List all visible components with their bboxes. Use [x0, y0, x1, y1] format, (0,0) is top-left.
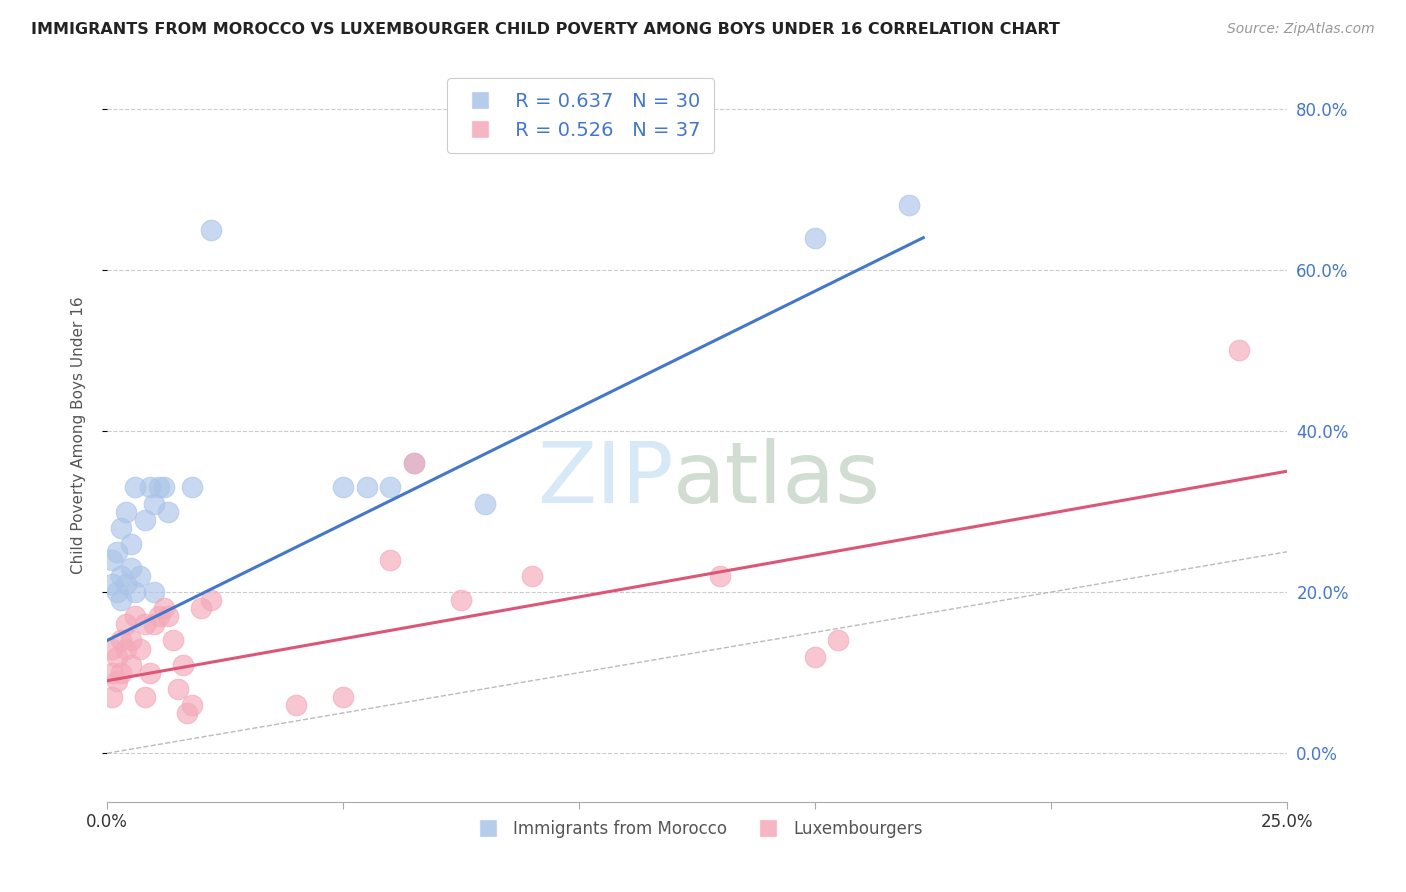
- Point: [124, 609, 146, 624]
- Point: [284, 698, 307, 712]
- Point: [143, 617, 166, 632]
- Point: [181, 480, 204, 494]
- Point: [138, 665, 160, 680]
- Text: atlas: atlas: [673, 438, 882, 521]
- Point: [172, 657, 194, 672]
- Text: Source: ZipAtlas.com: Source: ZipAtlas.com: [1227, 22, 1375, 37]
- Point: [450, 593, 472, 607]
- Point: [115, 505, 138, 519]
- Point: [148, 480, 170, 494]
- Point: [356, 480, 378, 494]
- Legend: Immigrants from Morocco, Luxembourgers: Immigrants from Morocco, Luxembourgers: [464, 814, 929, 845]
- Y-axis label: Child Poverty Among Boys Under 16: Child Poverty Among Boys Under 16: [72, 296, 86, 574]
- Point: [110, 521, 132, 535]
- Point: [143, 496, 166, 510]
- Point: [1229, 343, 1251, 358]
- Point: [176, 706, 198, 720]
- Point: [101, 690, 124, 704]
- Point: [402, 456, 425, 470]
- Point: [124, 585, 146, 599]
- Point: [110, 569, 132, 583]
- Text: IMMIGRANTS FROM MOROCCO VS LUXEMBOURGER CHILD POVERTY AMONG BOYS UNDER 16 CORREL: IMMIGRANTS FROM MOROCCO VS LUXEMBOURGER …: [31, 22, 1060, 37]
- Point: [134, 513, 156, 527]
- Point: [332, 690, 354, 704]
- Point: [129, 569, 152, 583]
- Point: [157, 609, 180, 624]
- Point: [120, 561, 142, 575]
- Point: [520, 569, 543, 583]
- Point: [110, 665, 132, 680]
- Point: [105, 649, 128, 664]
- Point: [157, 505, 180, 519]
- Point: [152, 480, 174, 494]
- Point: [101, 665, 124, 680]
- Point: [101, 641, 124, 656]
- Point: [162, 633, 184, 648]
- Point: [110, 633, 132, 648]
- Point: [101, 553, 124, 567]
- Point: [105, 673, 128, 688]
- Point: [143, 585, 166, 599]
- Point: [200, 222, 222, 236]
- Text: ZIP: ZIP: [537, 438, 673, 521]
- Point: [115, 617, 138, 632]
- Point: [129, 641, 152, 656]
- Point: [332, 480, 354, 494]
- Point: [152, 601, 174, 615]
- Point: [134, 617, 156, 632]
- Point: [138, 480, 160, 494]
- Point: [402, 456, 425, 470]
- Point: [101, 577, 124, 591]
- Point: [378, 553, 401, 567]
- Point: [200, 593, 222, 607]
- Point: [105, 545, 128, 559]
- Point: [190, 601, 212, 615]
- Point: [804, 649, 827, 664]
- Point: [827, 633, 849, 648]
- Point: [898, 198, 921, 212]
- Point: [804, 230, 827, 244]
- Point: [148, 609, 170, 624]
- Point: [110, 593, 132, 607]
- Point: [120, 657, 142, 672]
- Point: [120, 633, 142, 648]
- Point: [709, 569, 731, 583]
- Point: [134, 690, 156, 704]
- Point: [105, 585, 128, 599]
- Point: [181, 698, 204, 712]
- Point: [115, 641, 138, 656]
- Point: [115, 577, 138, 591]
- Point: [124, 480, 146, 494]
- Point: [378, 480, 401, 494]
- Point: [120, 537, 142, 551]
- Point: [166, 681, 188, 696]
- Point: [474, 496, 496, 510]
